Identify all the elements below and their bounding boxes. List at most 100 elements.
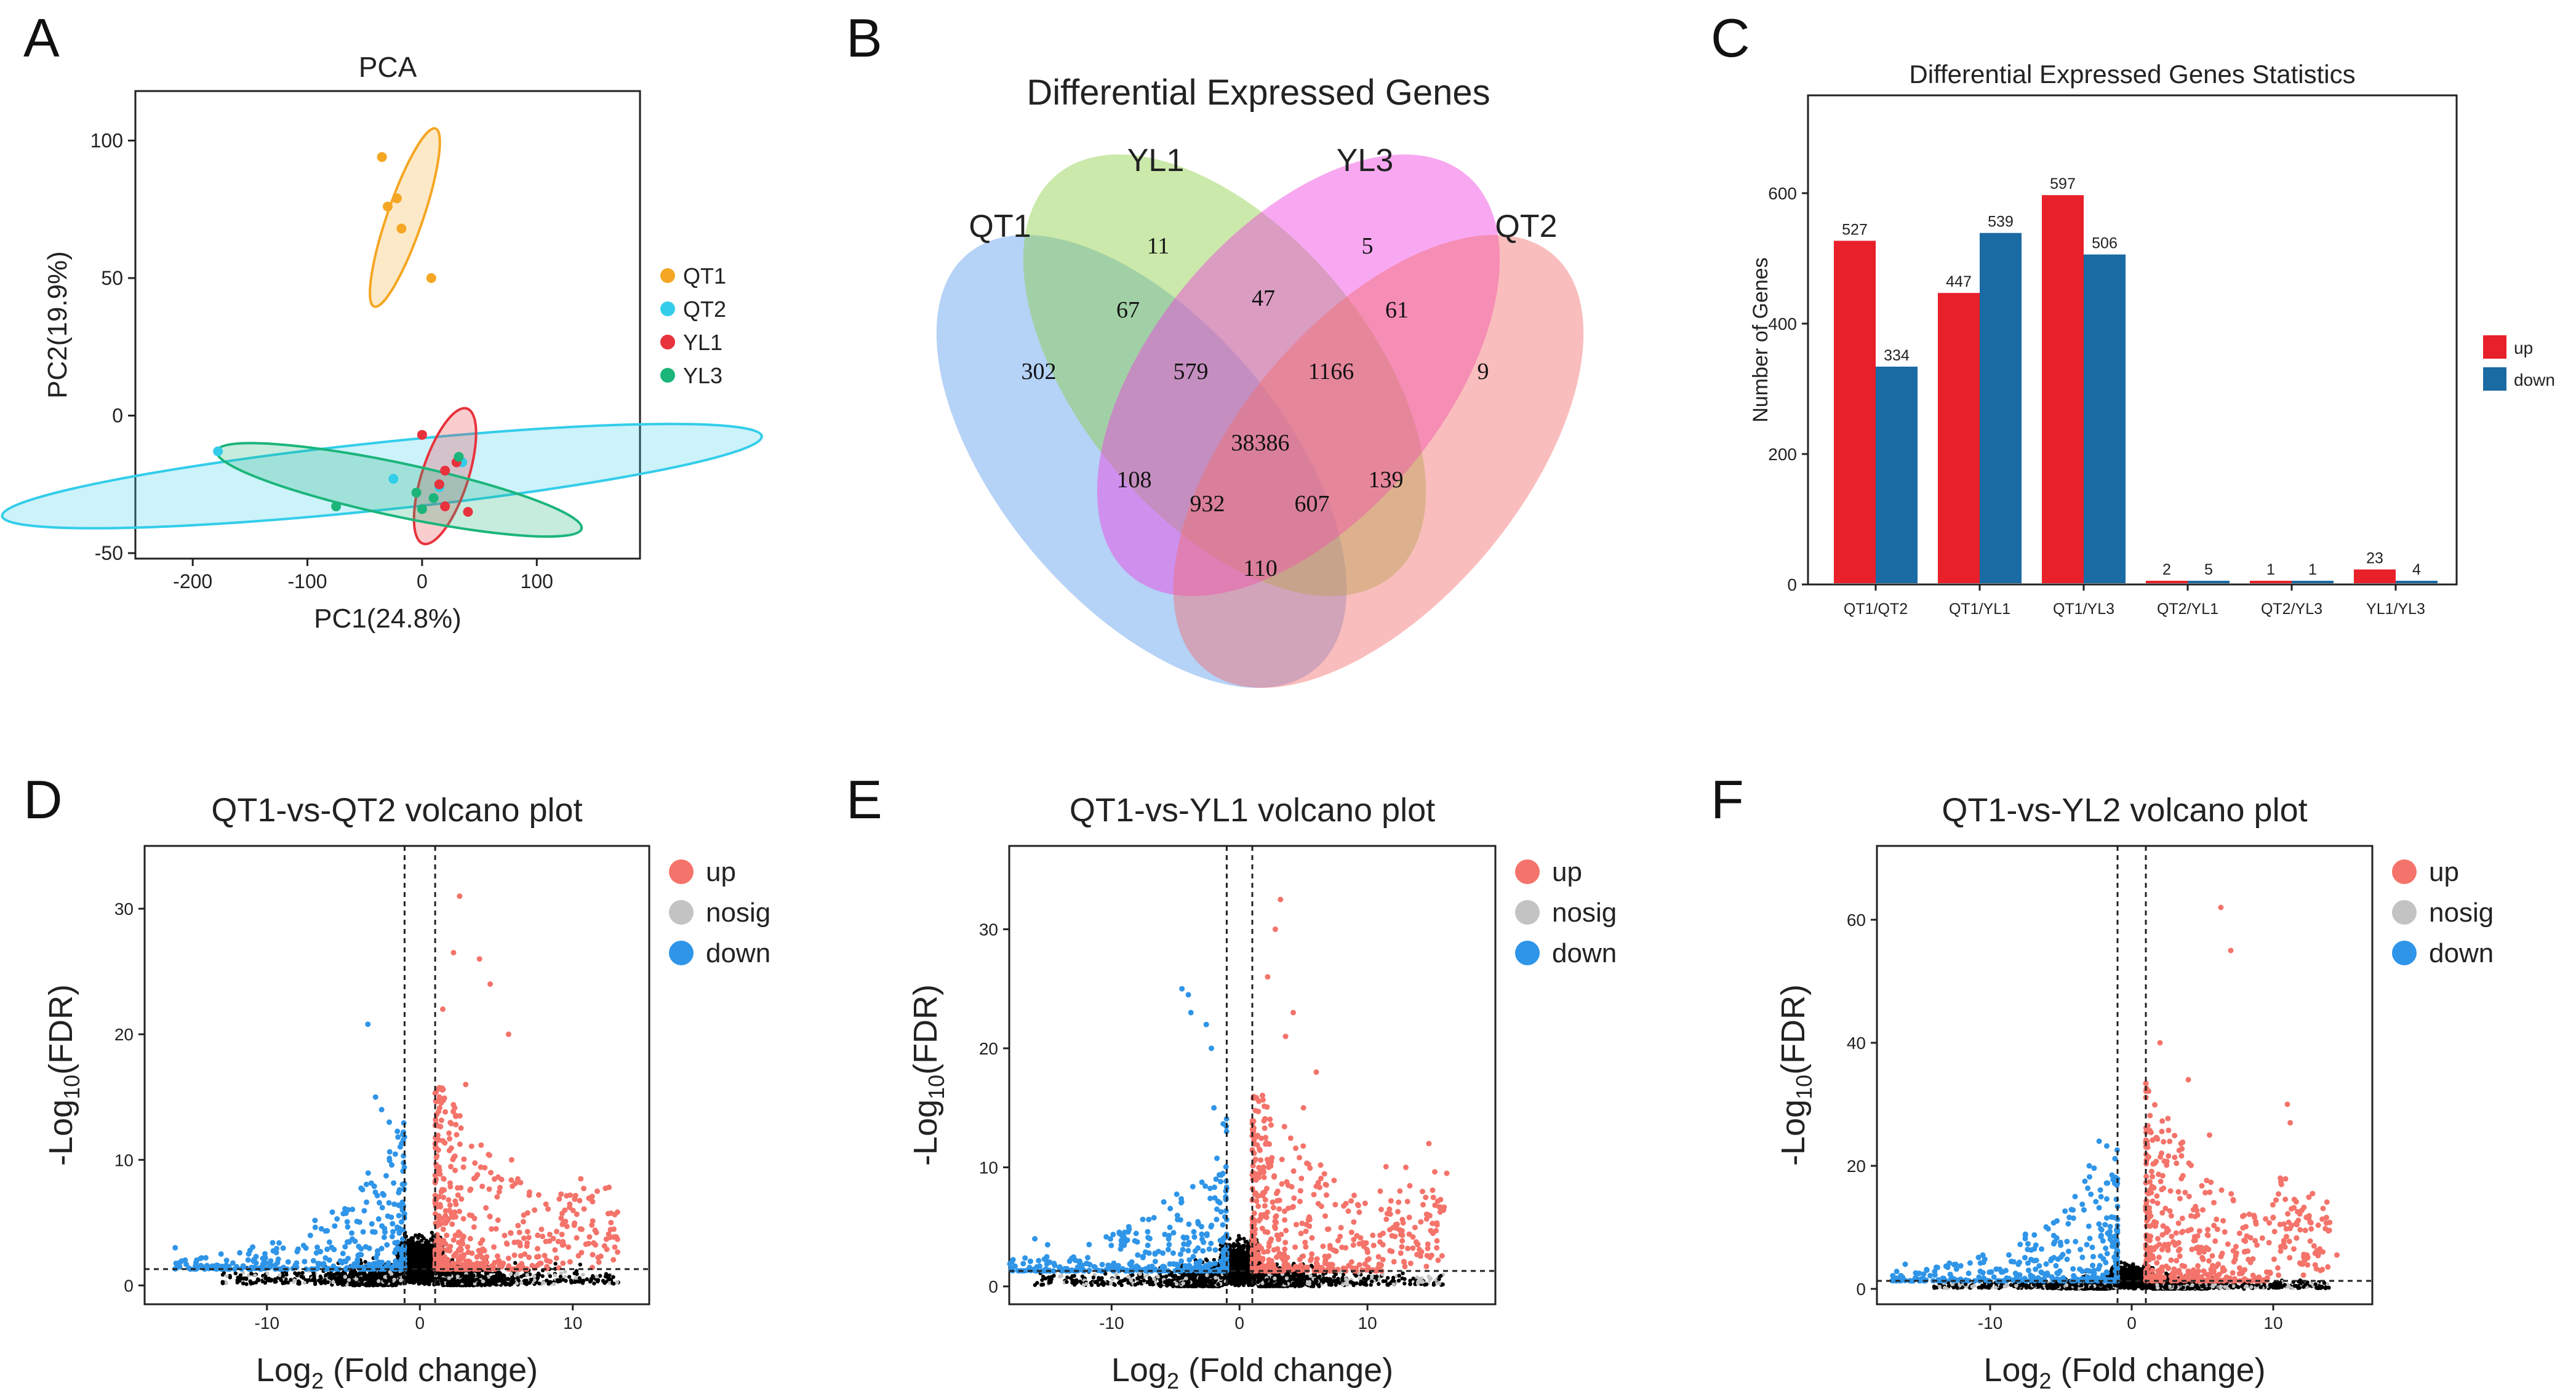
volcano-point-up: [564, 1223, 570, 1229]
pca-x-tick-label: 100: [521, 570, 553, 592]
pca-plot-frame: [134, 90, 641, 560]
volcano-point-background: [346, 1278, 351, 1282]
volcano-point-up: [452, 1209, 458, 1215]
volcano-point-up: [471, 1216, 478, 1222]
volcano-point-up: [559, 1242, 566, 1248]
bar-value-label: 597: [2050, 175, 2076, 193]
volcano-point-background: [422, 1255, 426, 1260]
volcano-point-down: [388, 1214, 394, 1221]
volcano-point-background: [447, 1276, 451, 1280]
volcano-point-background: [509, 1281, 513, 1286]
volcano-point-background: [263, 1276, 268, 1281]
pca-ellipse-qt1: [369, 127, 441, 308]
volcano-point-down: [389, 1234, 395, 1240]
volcano-point-background: [463, 1277, 468, 1281]
volcano-point-background: [254, 1280, 258, 1285]
volcano-point-background: [220, 1272, 225, 1277]
pca-point-yl1: [440, 465, 450, 476]
volcano-point-background: [428, 1278, 433, 1283]
bar-y-axis-label: Number of Genes: [1749, 257, 1772, 422]
pca-point-yl3: [428, 493, 439, 503]
volcano-point-background: [607, 1277, 612, 1281]
volcano-point-up: [566, 1244, 572, 1250]
bar-legend-swatch-down: [2483, 367, 2506, 391]
volcano-point-down: [240, 1263, 246, 1269]
volcano-point-background: [336, 1275, 340, 1280]
volcano-point-up: [454, 1131, 460, 1138]
volcano-point-background: [366, 1280, 371, 1285]
volcano-point-background: [241, 1281, 246, 1286]
volcano-point-background: [532, 1274, 537, 1278]
volcano-point-down: [366, 1261, 372, 1267]
volcano-point-up: [465, 1249, 471, 1255]
volcano-point-down: [318, 1248, 324, 1254]
volcano-point-up: [449, 1221, 455, 1227]
volcano-point-down: [366, 1245, 372, 1251]
volcano-point-down: [218, 1251, 224, 1257]
pca-point-yl1: [440, 501, 450, 512]
volcano-point-background: [427, 1258, 431, 1262]
volcano-point-down: [307, 1232, 313, 1238]
venn-ellipse-yl3: [1097, 154, 1500, 596]
volcano-point-background: [313, 1281, 318, 1286]
volcano-point-down: [365, 1170, 371, 1176]
volcano-point-down: [378, 1245, 385, 1251]
volcano-point-background: [607, 1273, 611, 1278]
volcano-point-up: [446, 1130, 452, 1136]
volcano-legend-marker-nosig: [669, 900, 694, 925]
pca-x-axis-label: PC1(24.8%): [314, 604, 462, 634]
venn-region-count: 5: [1362, 233, 1374, 259]
volcano-point-background: [426, 1281, 430, 1286]
volcano-point-background: [553, 1273, 558, 1278]
venn-region-count: 11: [1147, 233, 1170, 259]
pca-point-yl1: [417, 429, 427, 440]
bar-plot-frame: [1807, 94, 2458, 586]
bar-value-label: 447: [1946, 273, 1972, 290]
volcano-point-up: [567, 1201, 573, 1207]
volcano-point-up: [543, 1238, 549, 1245]
volcano-point-up: [526, 1235, 532, 1241]
volcano-point-down: [396, 1213, 402, 1219]
volcano-point-up: [574, 1235, 580, 1241]
volcano-point-up: [608, 1210, 614, 1216]
volcano-point-up: [466, 1212, 473, 1218]
volcano-point-down: [270, 1240, 276, 1246]
volcano-point-down: [276, 1240, 282, 1246]
volcano-point-up: [558, 1191, 564, 1197]
volcano-point-down: [262, 1251, 268, 1257]
pca-x-tick-label: 0: [417, 570, 428, 592]
volcano-point-down: [395, 1134, 401, 1140]
volcano-point-up: [458, 1125, 464, 1131]
volcano-point-up: [581, 1186, 587, 1192]
volcano-point-background: [574, 1275, 578, 1280]
volcano-point-down: [198, 1255, 204, 1261]
volcano-point-up: [440, 1226, 446, 1232]
volcano-point-background: [448, 1280, 453, 1284]
volcano-point-background: [591, 1273, 595, 1278]
volcano-point-background: [416, 1270, 421, 1275]
volcano-point-down: [272, 1262, 278, 1269]
pca-legend-label: YL3: [683, 363, 722, 388]
volcano-point-background: [529, 1277, 534, 1282]
volcano-point-down: [312, 1224, 318, 1230]
volcano-point-up: [508, 1157, 514, 1163]
volcano-point-up: [610, 1257, 617, 1263]
volcano-plot-frame: [143, 845, 650, 1305]
bar-down: [2292, 581, 2334, 583]
volcano-point-up: [578, 1250, 585, 1256]
volcano-point-down: [397, 1144, 403, 1150]
pca-legend-marker-qt2: [660, 301, 675, 316]
volcano-legend-label: nosig: [706, 898, 770, 928]
pca-point-yl3: [411, 487, 422, 498]
volcano-point-up: [534, 1246, 540, 1252]
volcano-point-up: [583, 1241, 589, 1247]
volcano-point-background: [455, 1274, 460, 1279]
volcano-point-background: [596, 1279, 600, 1284]
volcano-point-down: [380, 1190, 386, 1197]
volcano-point-up: [450, 949, 457, 955]
volcano-point-background: [414, 1250, 418, 1254]
volcano-point-background: [289, 1278, 293, 1282]
volcano-legend-marker-up: [669, 859, 694, 884]
venn-region-count: 67: [1116, 297, 1140, 323]
